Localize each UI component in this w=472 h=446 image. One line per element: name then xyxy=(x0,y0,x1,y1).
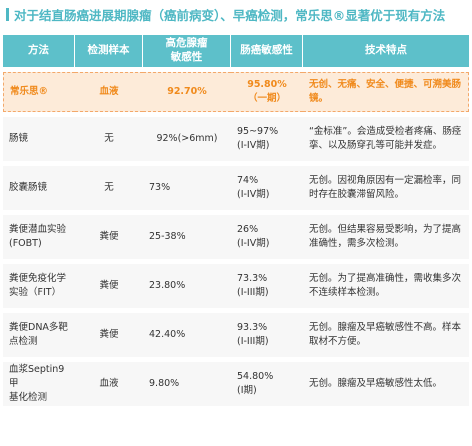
method-sub: 实验（FIT） xyxy=(9,287,62,298)
cell-crc: 93.3% (I-III期) xyxy=(231,313,303,357)
cell-feature: 无创。因视角原因有一定漏检率，同时存在胶囊滞留风险。 xyxy=(303,166,469,210)
table-row: 肠镜 无 92%(>6mm) 95~97% (I-IV期) “金标准”。会造成受… xyxy=(3,117,469,161)
cell-adenoma: 92.70% xyxy=(143,72,231,112)
cell-sample: 无 xyxy=(75,166,143,210)
cell-crc: 74% (I-IV期) xyxy=(231,166,303,210)
crc-value: 54.80% xyxy=(237,371,274,383)
cell-adenoma: 92%(>6mm) xyxy=(143,117,231,161)
cell-method: 胶囊肠镜 xyxy=(3,166,75,210)
header-sample: 检测样本 xyxy=(75,35,143,67)
method-name: 粪便DNA多靶 xyxy=(9,322,68,334)
cell-crc: 95.80% （一期） xyxy=(231,72,303,112)
method-sub: 点检测 xyxy=(9,336,38,347)
page-title: 对于结直肠癌进展期腺瘤（癌前病变）、早癌检测，常乐思®显著优于现有方法 xyxy=(14,7,446,23)
method-name: 血浆Septin9甲 xyxy=(9,364,65,390)
cell-method: 血浆Septin9甲 基化检测 xyxy=(3,362,75,406)
method-sub: 基化检测 xyxy=(9,391,48,403)
cell-feature: 无创。但结果容易受影响，为了提高准确性，需多次检测。 xyxy=(303,215,469,259)
cell-adenoma: 9.80% xyxy=(143,362,231,406)
table-row: 胶囊肠镜 无 73% 74% (I-IV期) 无创。因视角原因有一定漏检率，同时… xyxy=(3,166,469,210)
header-method: 方法 xyxy=(3,35,75,67)
cell-feature: 无创。腺瘤及早癌敏感性太低。 xyxy=(303,362,469,406)
cell-crc: 73.3% (I-III期) xyxy=(231,264,303,308)
cell-method: 肠镜 xyxy=(3,117,75,161)
crc-value: 26% xyxy=(237,224,259,236)
cell-sample: 粪便 xyxy=(75,313,143,357)
crc-stage: (I期) xyxy=(237,385,257,396)
title-bar: 对于结直肠癌进展期腺瘤（癌前病变）、早癌检测，常乐思®显著优于现有方法 xyxy=(6,4,466,24)
method-sub: (FOBT) xyxy=(9,238,42,249)
crc-value: 74% xyxy=(237,175,259,187)
title-marker xyxy=(6,7,9,21)
cell-adenoma: 73% xyxy=(143,166,231,210)
crc-stage: (I-IV期) xyxy=(237,189,270,200)
comparison-table: 方法 检测样本 高危腺瘤 敏感性 肠癌敏感性 技术特点 常乐思® 血液 92.7… xyxy=(3,30,469,411)
cell-feature: 无创。腺瘤及早癌敏感性不高。样本取材不方便。 xyxy=(303,313,469,357)
crc-stage: (I-IV期) xyxy=(237,140,270,151)
crc-stage: （一期） xyxy=(247,93,286,104)
cell-crc: 54.80% (I期) xyxy=(231,362,303,406)
cell-sample: 血液 xyxy=(75,72,143,112)
crc-value: 95~97% xyxy=(237,126,279,138)
header-crc-sensitivity: 肠癌敏感性 xyxy=(231,35,303,67)
header-features: 技术特点 xyxy=(303,35,469,67)
table-row: 血浆Septin9甲 基化检测 血液 9.80% 54.80% (I期) 无创。… xyxy=(3,362,469,406)
cell-adenoma: 42.40% xyxy=(143,313,231,357)
cell-sample: 粪便 xyxy=(75,264,143,308)
table-row: 粪便免疫化学 实验（FIT） 粪便 23.80% 73.3% (I-III期) … xyxy=(3,264,469,308)
method-name: 粪便免疫化学 xyxy=(9,273,67,285)
table-row: 粪便DNA多靶 点检测 粪便 42.40% 93.3% (I-III期) 无创。… xyxy=(3,313,469,357)
cell-feature: 无创。为了提高准确性，需收集多次不连续样本检测。 xyxy=(303,264,469,308)
cell-crc: 26% (I-IV期) xyxy=(231,215,303,259)
cell-method: 粪便潜血实验 (FOBT) xyxy=(3,215,75,259)
cell-method: 常乐思® xyxy=(3,72,75,112)
crc-stage: (I-IV期) xyxy=(237,238,270,249)
crc-stage: (I-III期) xyxy=(237,336,269,347)
cell-crc: 95~97% (I-IV期) xyxy=(231,117,303,161)
method-name: 粪便潜血实验 xyxy=(9,224,67,236)
table-row: 粪便潜血实验 (FOBT) 粪便 25-38% 26% (I-IV期) 无创。但… xyxy=(3,215,469,259)
header-row: 方法 检测样本 高危腺瘤 敏感性 肠癌敏感性 技术特点 xyxy=(3,35,469,67)
cell-sample: 血液 xyxy=(75,362,143,406)
crc-value: 73.3% xyxy=(237,273,268,285)
cell-sample: 粪便 xyxy=(75,215,143,259)
cell-adenoma: 25-38% xyxy=(143,215,231,259)
crc-value: 93.3% xyxy=(237,322,268,334)
cell-sample: 无 xyxy=(75,117,143,161)
crc-value: 95.80% xyxy=(247,79,287,91)
header-adenoma-sensitivity: 高危腺瘤 敏感性 xyxy=(143,35,231,67)
cell-feature: 无创、无痛、安全、便捷、可溯美肠镜。 xyxy=(303,72,469,112)
cell-adenoma: 23.80% xyxy=(143,264,231,308)
cell-method: 粪便DNA多靶 点检测 xyxy=(3,313,75,357)
cell-method: 粪便免疫化学 实验（FIT） xyxy=(3,264,75,308)
crc-stage: (I-III期) xyxy=(237,287,269,298)
cell-feature: “金标准”。会造成受检者疼痛、肠痉挛、以及肠穿孔等可能并发症。 xyxy=(303,117,469,161)
table-row-highlight: 常乐思® 血液 92.70% 95.80% （一期） 无创、无痛、安全、便捷、可… xyxy=(3,72,469,112)
